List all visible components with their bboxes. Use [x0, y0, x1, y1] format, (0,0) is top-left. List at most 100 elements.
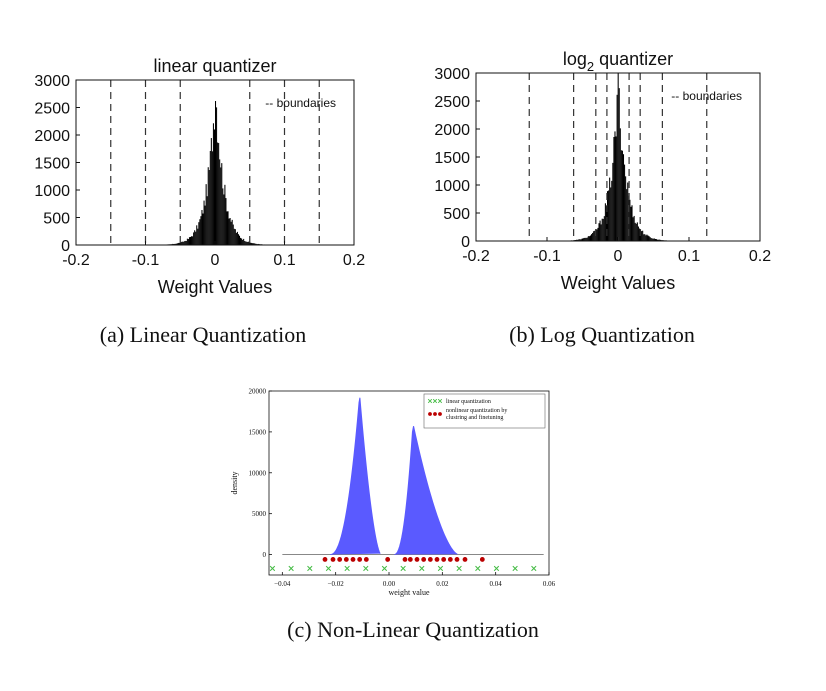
caption-a: (a) Linear Quantization	[100, 322, 306, 348]
histogram-bar	[605, 203, 606, 241]
x-tick-label: 0.02	[436, 580, 449, 588]
histogram-bar	[244, 241, 245, 245]
x-tick-label: 0.04	[490, 580, 503, 588]
histogram-bar	[200, 216, 201, 245]
histogram-bar	[598, 223, 599, 241]
histogram-bar	[590, 236, 591, 241]
histogram-bar	[593, 231, 594, 241]
histogram-bar	[597, 228, 598, 241]
legend-entry: nonlinear quantization by	[446, 408, 507, 414]
histogram-bar	[224, 185, 225, 245]
histogram-bar	[198, 222, 199, 245]
histogram-bar	[208, 167, 209, 245]
histogram-bar	[240, 238, 241, 245]
histogram-bar	[231, 222, 232, 245]
histogram-bar	[197, 229, 198, 245]
linear-quant-point	[494, 566, 499, 571]
histogram-bar	[634, 216, 635, 241]
histogram-bar	[241, 238, 242, 245]
histogram-bar	[229, 219, 230, 245]
histogram-bar	[212, 151, 213, 245]
histogram-bar	[195, 232, 196, 245]
nonlinear-quant-point	[421, 557, 426, 562]
y-tick-label: 1500	[34, 156, 70, 173]
nonlinear-quant-point	[463, 557, 468, 562]
nonlinear-quant-point	[480, 557, 485, 562]
y-tick-label: 3000	[34, 73, 70, 90]
legend-entry: -- boundaries	[671, 89, 742, 103]
nonlinear-quant-point	[455, 557, 460, 562]
linear-quant-point	[420, 566, 425, 571]
legend-nonlinear-marker	[433, 412, 437, 416]
histogram-bar	[242, 240, 243, 245]
histogram-bar	[189, 237, 190, 245]
chart-title: linear quantizer	[153, 56, 276, 76]
histogram-bar	[190, 237, 191, 245]
histogram-bar	[193, 232, 194, 245]
y-tick-label: 2000	[34, 128, 70, 145]
histogram-bar	[617, 95, 618, 241]
histogram-bar	[647, 236, 648, 241]
histogram-bar	[243, 239, 244, 245]
histogram-bar	[643, 234, 644, 241]
linear-quant-point	[457, 566, 462, 571]
nonlinear-quant-point	[357, 557, 362, 562]
x-tick-label: 0.2	[749, 248, 771, 265]
x-axis-label: Weight Values	[561, 273, 675, 293]
nonlinear-quant-point	[385, 557, 390, 562]
histogram-bar	[223, 194, 224, 245]
histogram-bar	[217, 143, 218, 245]
y-tick-label: 1000	[34, 183, 70, 200]
linear-quant-point	[326, 566, 331, 571]
histogram-bar	[226, 211, 227, 245]
histogram-bar	[185, 241, 186, 245]
caption-c: (c) Non-Linear Quantization	[287, 617, 539, 643]
histogram-bar	[646, 235, 647, 241]
x-tick-label: 0.2	[343, 252, 365, 269]
x-tick-label: 0	[211, 252, 220, 269]
legend-entry: linear quantization	[446, 399, 491, 405]
histogram-bar	[207, 196, 208, 245]
histogram-bar	[588, 236, 589, 241]
histogram-bar	[626, 189, 627, 241]
density-area	[330, 398, 380, 555]
histogram-bar	[205, 206, 206, 245]
caption-b: (b) Log Quantization	[509, 322, 695, 348]
histogram-bar	[239, 236, 240, 245]
histogram-bar	[611, 181, 612, 241]
nonlinear-quant-point	[337, 557, 342, 562]
linear-quant-point	[270, 566, 275, 571]
histogram-bar	[188, 239, 189, 245]
histogram-bar	[587, 238, 588, 241]
linear-quant-point	[345, 566, 350, 571]
linear-quant-point	[401, 566, 406, 571]
histogram-bar	[222, 188, 223, 245]
nonlinear-quant-point	[364, 557, 369, 562]
x-tick-label: 0.00	[383, 580, 396, 588]
histogram-bar	[603, 219, 604, 241]
y-tick-label: 2500	[434, 94, 470, 111]
histogram-bar	[235, 229, 236, 245]
legend-entry: clustring and finetuning	[446, 414, 503, 421]
histogram-bar	[220, 167, 221, 245]
histogram-bar	[184, 241, 185, 245]
histogram-bar	[194, 230, 195, 245]
nonlinear-quant-point	[403, 557, 408, 562]
y-tick-label: 0	[61, 238, 70, 255]
nonlinear-quant-point	[331, 557, 336, 562]
histogram-bar	[642, 231, 643, 241]
y-tick-label: 1000	[434, 178, 470, 195]
histogram-bar	[221, 163, 222, 245]
histogram-bar	[622, 151, 623, 241]
chart-title: log2 quantizer	[563, 49, 673, 74]
nonlinear-quant-point	[408, 557, 413, 562]
histogram-bar	[592, 233, 593, 241]
histogram-bar	[215, 101, 216, 245]
histogram-bar	[619, 88, 620, 241]
histogram-bar	[196, 225, 197, 245]
histogram-bar	[228, 211, 229, 245]
legend-entry: -- boundaries	[265, 96, 336, 110]
histogram-bar	[232, 220, 233, 245]
